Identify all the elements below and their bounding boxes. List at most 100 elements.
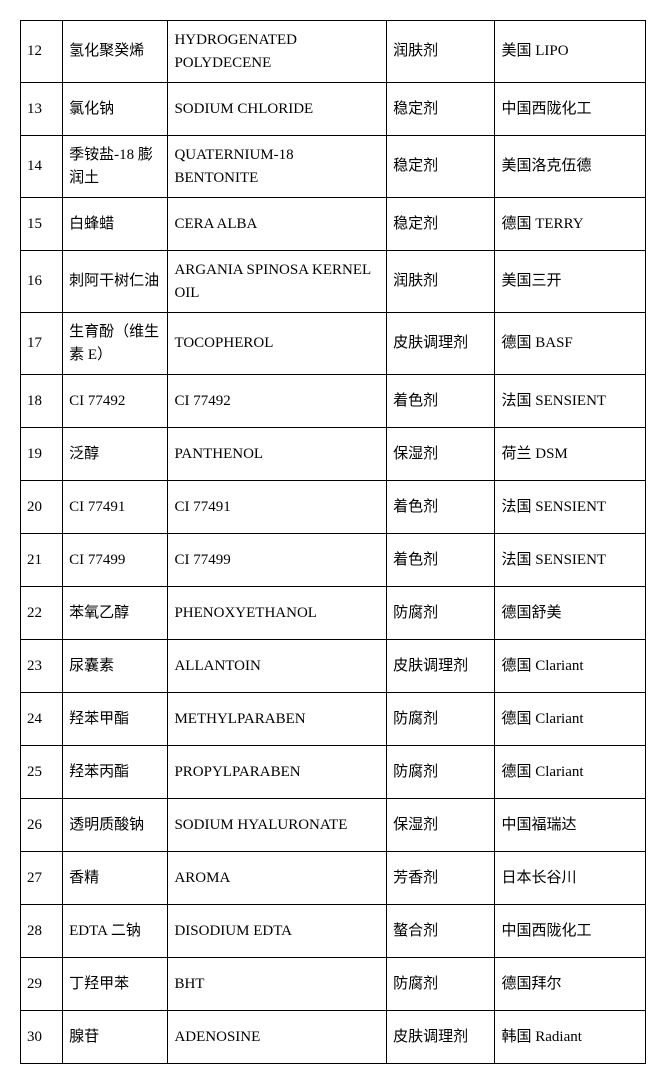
- row-number: 24: [21, 693, 63, 746]
- table-row: 29丁羟甲苯BHT防腐剂德国拜尔: [21, 958, 646, 1011]
- table-row: 12氢化聚癸烯HYDROGENATED POLYDECENE润肤剂美国 LIPO: [21, 21, 646, 83]
- function: 芳香剂: [387, 852, 495, 905]
- chinese-name: EDTA 二钠: [63, 905, 168, 958]
- source: 中国西陇化工: [495, 905, 646, 958]
- source: 德国拜尔: [495, 958, 646, 1011]
- row-number: 18: [21, 375, 63, 428]
- english-name: SODIUM CHLORIDE: [168, 83, 387, 136]
- chinese-name: 泛醇: [63, 428, 168, 481]
- chinese-name: 透明质酸钠: [63, 799, 168, 852]
- function: 着色剂: [387, 534, 495, 587]
- chinese-name: 氢化聚癸烯: [63, 21, 168, 83]
- english-name: CI 77492: [168, 375, 387, 428]
- chinese-name: 丁羟甲苯: [63, 958, 168, 1011]
- english-name: CI 77499: [168, 534, 387, 587]
- function: 螯合剂: [387, 905, 495, 958]
- function: 防腐剂: [387, 958, 495, 1011]
- function: 稳定剂: [387, 136, 495, 198]
- function: 皮肤调理剂: [387, 640, 495, 693]
- chinese-name: 苯氧乙醇: [63, 587, 168, 640]
- table-row: 27香精AROMA芳香剂日本长谷川: [21, 852, 646, 905]
- table-row: 13氯化钠SODIUM CHLORIDE稳定剂中国西陇化工: [21, 83, 646, 136]
- function: 保湿剂: [387, 428, 495, 481]
- table-row: 20CI 77491CI 77491着色剂法国 SENSIENT: [21, 481, 646, 534]
- source: 日本长谷川: [495, 852, 646, 905]
- table-row: 14季铵盐-18 膨润土QUATERNIUM-18 BENTONITE稳定剂美国…: [21, 136, 646, 198]
- row-number: 27: [21, 852, 63, 905]
- function: 皮肤调理剂: [387, 1011, 495, 1064]
- english-name: HYDROGENATED POLYDECENE: [168, 21, 387, 83]
- source: 中国西陇化工: [495, 83, 646, 136]
- source: 法国 SENSIENT: [495, 375, 646, 428]
- source: 德国 Clariant: [495, 693, 646, 746]
- english-name: ADENOSINE: [168, 1011, 387, 1064]
- function: 防腐剂: [387, 587, 495, 640]
- function: 润肤剂: [387, 251, 495, 313]
- table-row: 24羟苯甲酯METHYLPARABEN防腐剂德国 Clariant: [21, 693, 646, 746]
- source: 韩国 Radiant: [495, 1011, 646, 1064]
- row-number: 25: [21, 746, 63, 799]
- source: 德国舒美: [495, 587, 646, 640]
- table-row: 26透明质酸钠SODIUM HYALURONATE保湿剂中国福瑞达: [21, 799, 646, 852]
- table-row: 25羟苯丙酯PROPYLPARABEN防腐剂德国 Clariant: [21, 746, 646, 799]
- source: 法国 SENSIENT: [495, 534, 646, 587]
- chinese-name: 生育酚（维生素 E）: [63, 313, 168, 375]
- chinese-name: 香精: [63, 852, 168, 905]
- function: 稳定剂: [387, 83, 495, 136]
- chinese-name: 氯化钠: [63, 83, 168, 136]
- table-row: 15白蜂蜡CERA ALBA稳定剂德国 TERRY: [21, 198, 646, 251]
- source: 法国 SENSIENT: [495, 481, 646, 534]
- row-number: 30: [21, 1011, 63, 1064]
- table-row: 17生育酚（维生素 E）TOCOPHEROL皮肤调理剂德国 BASF: [21, 313, 646, 375]
- chinese-name: 尿囊素: [63, 640, 168, 693]
- row-number: 26: [21, 799, 63, 852]
- row-number: 12: [21, 21, 63, 83]
- english-name: PHENOXYETHANOL: [168, 587, 387, 640]
- row-number: 13: [21, 83, 63, 136]
- chinese-name: CI 77491: [63, 481, 168, 534]
- chinese-name: 腺苷: [63, 1011, 168, 1064]
- source: 美国 LIPO: [495, 21, 646, 83]
- source: 德国 TERRY: [495, 198, 646, 251]
- english-name: AROMA: [168, 852, 387, 905]
- table-body: 12氢化聚癸烯HYDROGENATED POLYDECENE润肤剂美国 LIPO…: [21, 21, 646, 1064]
- source: 中国福瑞达: [495, 799, 646, 852]
- row-number: 21: [21, 534, 63, 587]
- english-name: QUATERNIUM-18 BENTONITE: [168, 136, 387, 198]
- chinese-name: 季铵盐-18 膨润土: [63, 136, 168, 198]
- function: 稳定剂: [387, 198, 495, 251]
- row-number: 22: [21, 587, 63, 640]
- source: 德国 Clariant: [495, 746, 646, 799]
- row-number: 28: [21, 905, 63, 958]
- english-name: ALLANTOIN: [168, 640, 387, 693]
- table-row: 18CI 77492CI 77492着色剂法国 SENSIENT: [21, 375, 646, 428]
- function: 着色剂: [387, 375, 495, 428]
- chinese-name: CI 77492: [63, 375, 168, 428]
- source: 美国三开: [495, 251, 646, 313]
- row-number: 16: [21, 251, 63, 313]
- chinese-name: 白蜂蜡: [63, 198, 168, 251]
- table-row: 19泛醇PANTHENOL保湿剂荷兰 DSM: [21, 428, 646, 481]
- table-row: 22苯氧乙醇PHENOXYETHANOL防腐剂德国舒美: [21, 587, 646, 640]
- chinese-name: 羟苯甲酯: [63, 693, 168, 746]
- table-row: 16刺阿干树仁油ARGANIA SPINOSA KERNEL OIL润肤剂美国三…: [21, 251, 646, 313]
- function: 皮肤调理剂: [387, 313, 495, 375]
- row-number: 19: [21, 428, 63, 481]
- english-name: METHYLPARABEN: [168, 693, 387, 746]
- english-name: SODIUM HYALURONATE: [168, 799, 387, 852]
- row-number: 15: [21, 198, 63, 251]
- row-number: 29: [21, 958, 63, 1011]
- english-name: PANTHENOL: [168, 428, 387, 481]
- table-row: 28EDTA 二钠DISODIUM EDTA螯合剂中国西陇化工: [21, 905, 646, 958]
- english-name: TOCOPHEROL: [168, 313, 387, 375]
- source: 荷兰 DSM: [495, 428, 646, 481]
- row-number: 17: [21, 313, 63, 375]
- function: 保湿剂: [387, 799, 495, 852]
- function: 着色剂: [387, 481, 495, 534]
- ingredients-table: 12氢化聚癸烯HYDROGENATED POLYDECENE润肤剂美国 LIPO…: [20, 20, 646, 1064]
- table-row: 21CI 77499CI 77499着色剂法国 SENSIENT: [21, 534, 646, 587]
- function: 润肤剂: [387, 21, 495, 83]
- english-name: ARGANIA SPINOSA KERNEL OIL: [168, 251, 387, 313]
- row-number: 23: [21, 640, 63, 693]
- chinese-name: CI 77499: [63, 534, 168, 587]
